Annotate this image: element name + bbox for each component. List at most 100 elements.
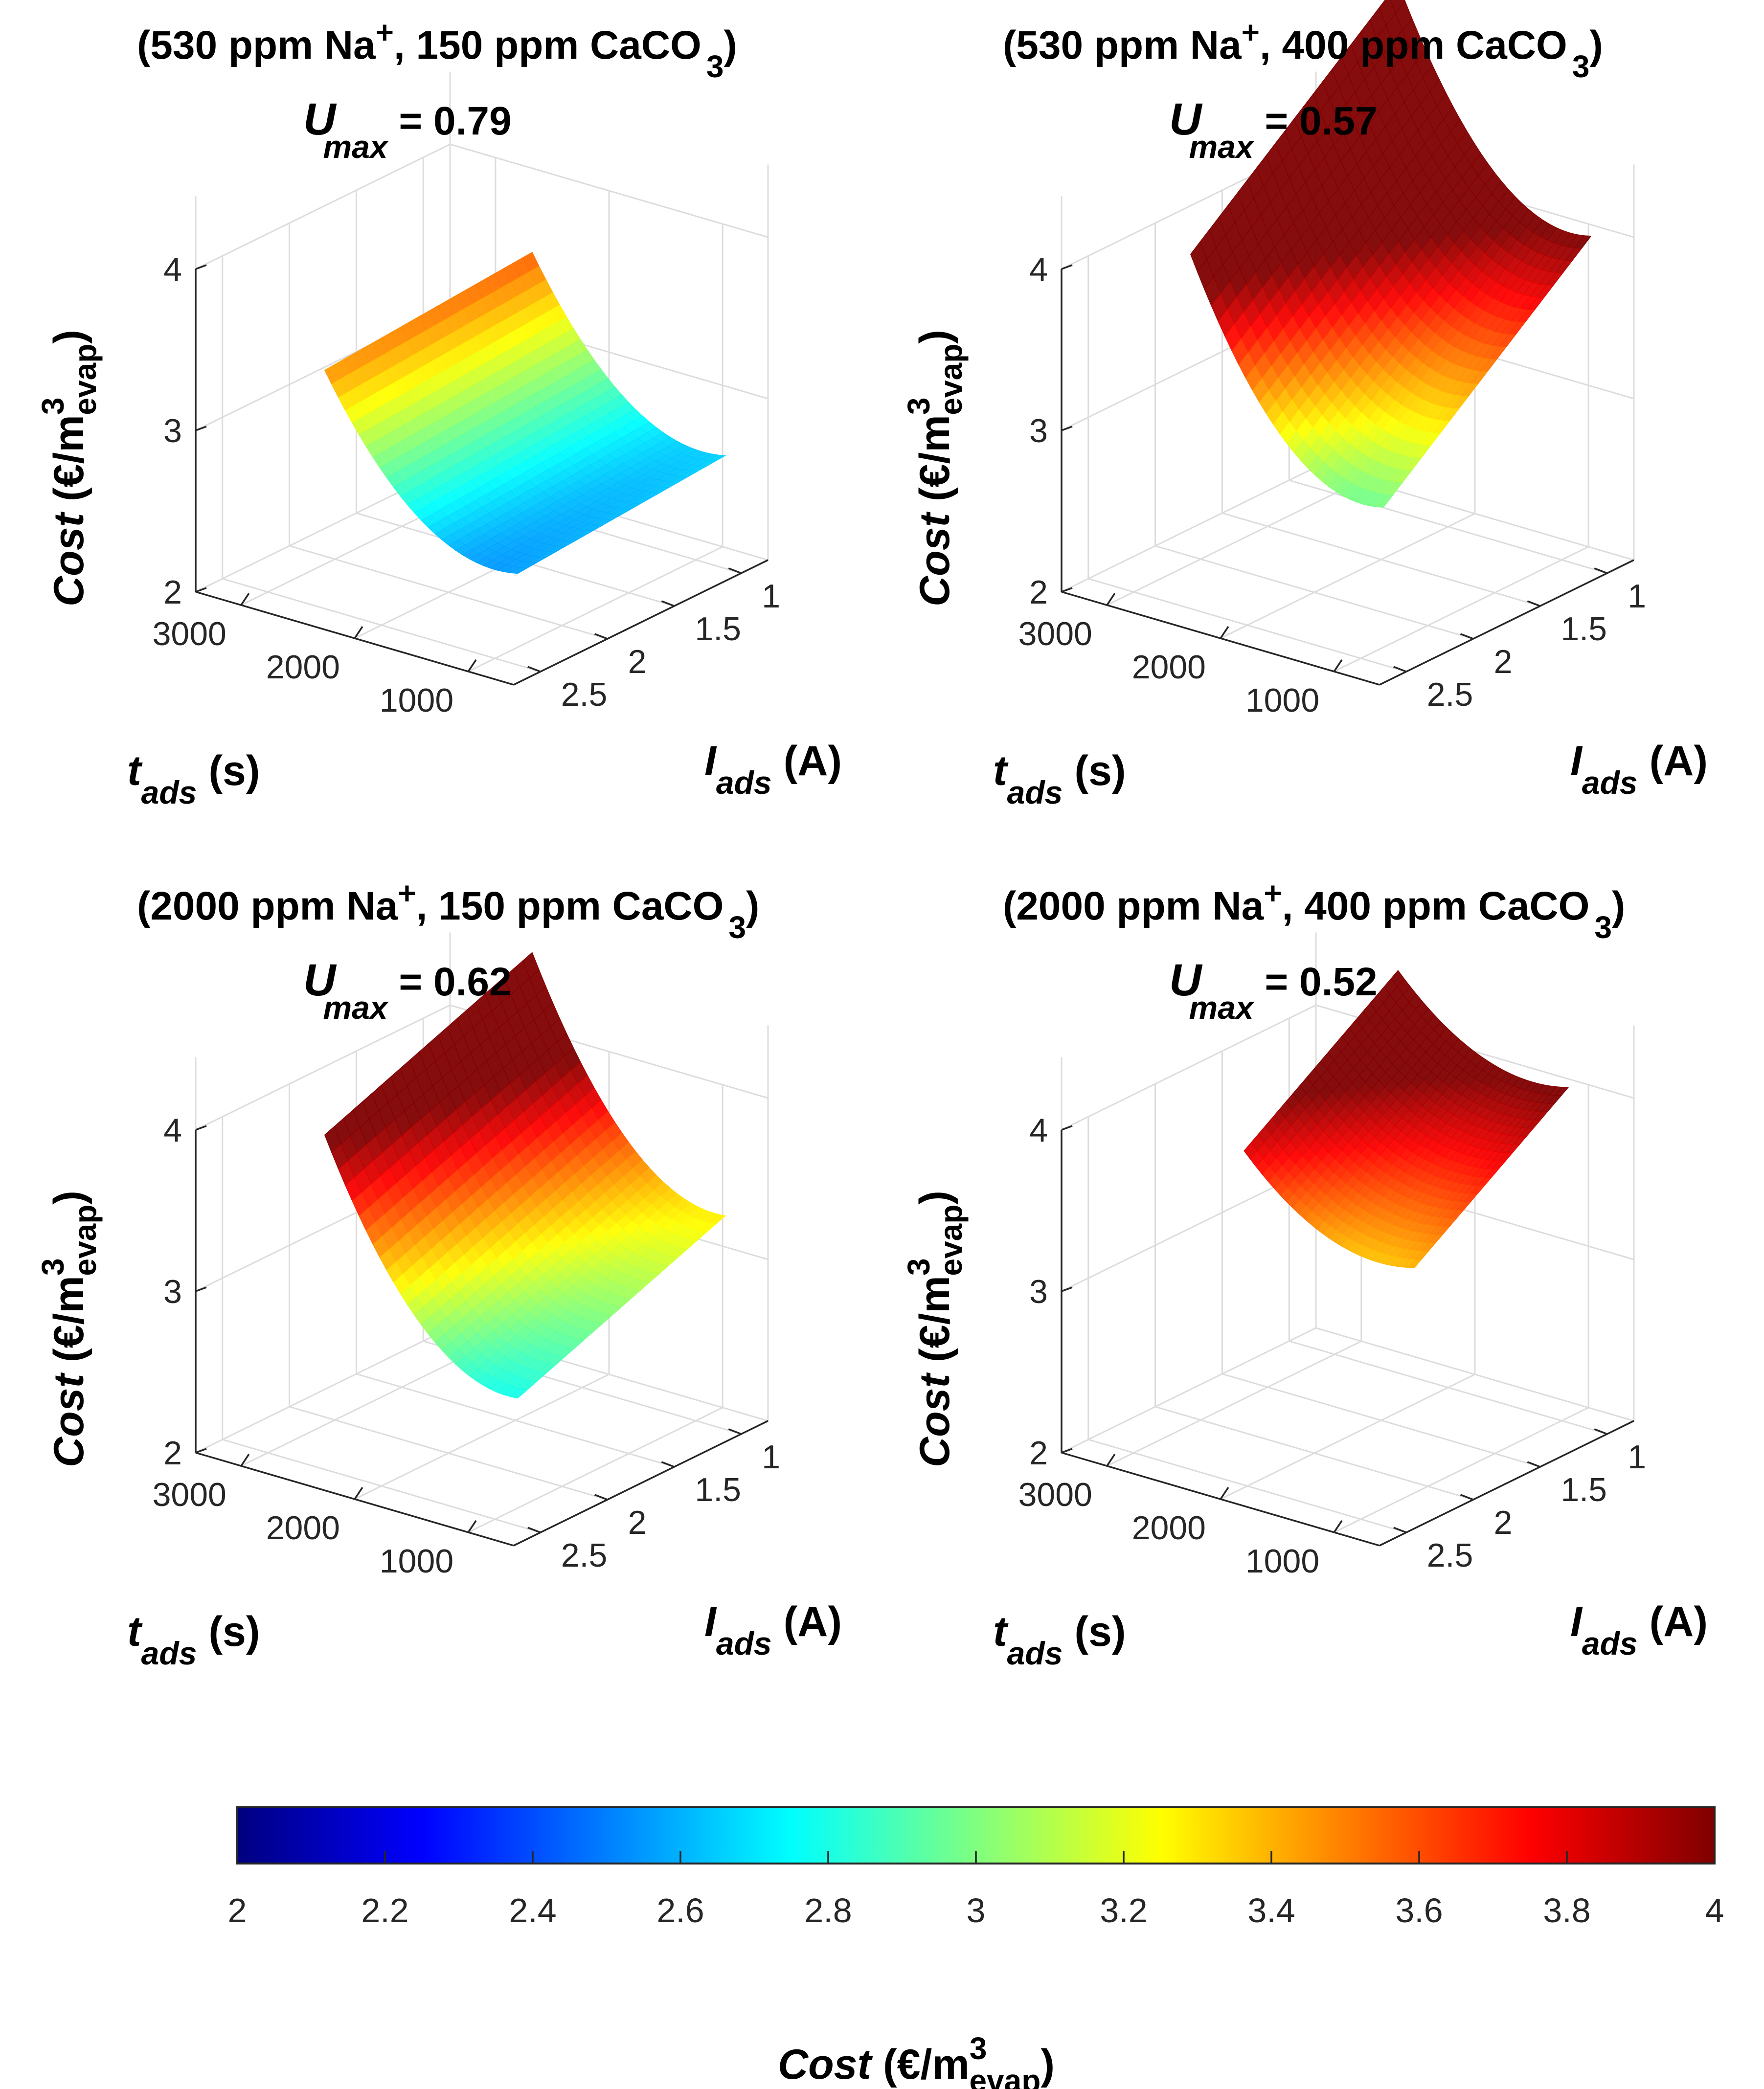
- umax-symbol: U: [303, 955, 337, 1005]
- gridline-i: [1154, 1084, 1473, 1501]
- i-tick-label: 2.5: [1427, 1537, 1473, 1574]
- y-axis-label-symbol: I: [704, 738, 717, 785]
- colorbar-tick-label: 2.8: [804, 1891, 852, 1930]
- colorbar-label-name: Cost: [778, 2041, 883, 2088]
- z-tick-label: 4: [1029, 251, 1048, 288]
- panel-title-close: ): [746, 884, 759, 928]
- y-axis-label-symbol: I: [1570, 1598, 1583, 1645]
- colorbar-label: Cost (€/m3 evap): [778, 2031, 1055, 2089]
- surface: [1190, 0, 1592, 508]
- i-tick: [1527, 600, 1541, 607]
- colorbar-label-open: (€/m: [883, 2041, 970, 2088]
- gridline-z: [1061, 1327, 1634, 1454]
- x-axis-label-sub: ads: [1007, 774, 1063, 810]
- panel-title: (2000 ppm Na+, 150 ppm CaCO 3): [137, 876, 759, 945]
- y-axis-label-sub: ads: [716, 764, 772, 801]
- gridline-t: [468, 1084, 724, 1533]
- gridline-i: [222, 1117, 541, 1533]
- gridline-i: [1087, 1117, 1407, 1533]
- y-axis-line: [513, 1420, 769, 1547]
- x-axis-label-sub: ads: [1007, 1635, 1063, 1671]
- y-axis-label-unit: (A): [1650, 738, 1708, 785]
- t-tick: [1333, 1520, 1343, 1533]
- y-axis-label-unit: (A): [784, 738, 842, 785]
- z-axis-label-name: Cost: [45, 501, 92, 606]
- colorbar-tick-label: 2: [228, 1891, 247, 1930]
- x-axis-label-unit: (s): [208, 1608, 260, 1655]
- t-tick: [1106, 1454, 1116, 1467]
- z-tick: [1061, 1448, 1073, 1454]
- t-tick-label: 1000: [380, 1543, 453, 1580]
- colorbar-tick-label: 2.2: [361, 1891, 408, 1930]
- z-tick: [195, 426, 207, 431]
- i-tick-label: 2: [628, 643, 647, 680]
- colorbar-tick-label: 3.2: [1100, 1891, 1147, 1930]
- gridline-i: [1087, 256, 1407, 673]
- gridline-t: [468, 224, 724, 673]
- z-tick-label: 3: [1029, 412, 1048, 449]
- z-tick-label: 2: [1029, 574, 1048, 611]
- surface-patch: [510, 1388, 528, 1399]
- y-axis-label: Iads (A): [1570, 1598, 1708, 1662]
- panel-title-sup: +: [1242, 15, 1260, 50]
- z-axis-label: Cost (€/m3evap): [35, 330, 103, 606]
- i-tick-label: 1: [1628, 1438, 1646, 1476]
- panel-title-sub: 3: [1572, 49, 1590, 84]
- surface: [1244, 970, 1569, 1268]
- i-tick: [661, 600, 675, 607]
- z-tick: [1061, 426, 1073, 431]
- i-tick: [527, 1527, 541, 1533]
- z-tick-label: 4: [1029, 1112, 1048, 1149]
- gridline-t: [1334, 224, 1589, 673]
- surface: [324, 952, 726, 1399]
- panel-title-close: ): [1612, 884, 1625, 928]
- panel-title-mid: , 400 ppm CaCO: [1260, 23, 1567, 67]
- panel-title: (530 ppm Na+, 150 ppm CaCO 3): [137, 15, 737, 84]
- umax-value: = 0.62: [388, 960, 512, 1004]
- panel-title-sup: +: [398, 876, 416, 911]
- z-axis-label-unit-open: (€/m: [45, 1276, 92, 1362]
- gridline-i: [289, 223, 608, 640]
- i-tick-label: 1: [1628, 578, 1646, 615]
- panel-title-mid: , 150 ppm CaCO: [394, 23, 701, 67]
- t-tick: [354, 1487, 363, 1500]
- panel-title-close: ): [1589, 23, 1603, 67]
- x-axis-label-symbol: t: [993, 1608, 1009, 1655]
- x-axis-label: tads (s): [993, 1608, 1126, 1671]
- umax-sub: max: [1189, 129, 1254, 165]
- t-tick-label: 3000: [153, 1476, 226, 1513]
- y-axis-label-sub: ads: [1582, 1625, 1638, 1662]
- i-tick: [1393, 1527, 1407, 1533]
- t-tick: [1106, 593, 1116, 606]
- z-axis-label: Cost (€/m3evap): [901, 330, 969, 606]
- i-tick-label: 2: [628, 1504, 647, 1541]
- z-axis-label-unit-open: (€/m: [911, 415, 958, 501]
- axes: [195, 1125, 769, 1547]
- z-tick: [195, 264, 207, 270]
- y-axis-label: Iads (A): [704, 738, 842, 801]
- z-axis-label-unit-sup: 3: [35, 1258, 70, 1276]
- z-axis-label-unit-sup: 3: [901, 398, 936, 415]
- x-axis-label-unit: (s): [1074, 747, 1126, 794]
- t-tick: [467, 659, 477, 672]
- gridline-z: [195, 143, 769, 270]
- x-axis-label-symbol: t: [127, 1608, 143, 1655]
- z-axis-label: Cost (€/m3evap): [901, 1191, 969, 1467]
- z-axis-label-unit-sub: evap: [933, 344, 969, 415]
- i-tick-label: 1.5: [695, 1471, 741, 1508]
- umax-value: = 0.52: [1254, 960, 1378, 1004]
- colorbar-tick-label: 4: [1705, 1891, 1724, 1930]
- z-axis-label-unit-sub: evap: [68, 1205, 103, 1276]
- gridline-i: [1221, 1051, 1540, 1468]
- y-axis-line: [1379, 1420, 1634, 1547]
- t-tick: [240, 1454, 250, 1467]
- t-tick: [240, 593, 250, 606]
- y-axis-label: Iads (A): [1570, 738, 1708, 801]
